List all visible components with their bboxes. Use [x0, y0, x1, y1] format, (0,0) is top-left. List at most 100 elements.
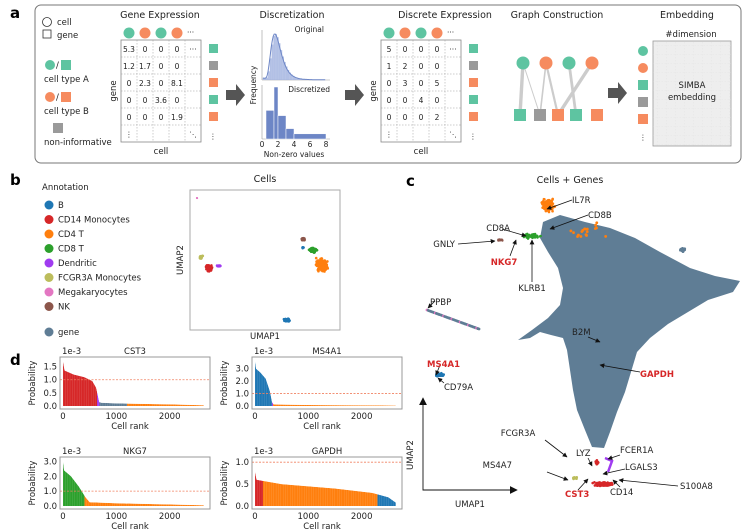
histogram-bar — [271, 44, 274, 80]
matrix-cell: 0 — [419, 62, 424, 71]
cells-panel: Annotation B CD14 Monocytes CD4 T CD8 T Dendr… — [42, 174, 341, 342]
cell-legend-icon — [42, 17, 52, 27]
matrix-cell: 4 — [419, 96, 424, 105]
histogram-bar — [290, 74, 293, 80]
gene-legend-icon — [42, 29, 52, 39]
gene-node-icon — [552, 109, 564, 121]
overview-frame — [34, 4, 742, 164]
matrix-cell: ⋱ — [449, 130, 457, 139]
point — [477, 327, 481, 331]
x-axis-label: UMAP1 — [455, 500, 485, 510]
point — [533, 236, 537, 239]
gene-label: MS4A1 — [427, 360, 460, 370]
gene-label: FCGR3A — [501, 429, 536, 439]
embedding-gene-icon — [638, 80, 648, 90]
gene-pointer-arrow — [437, 377, 445, 384]
point — [541, 199, 545, 203]
x-tick: 1000 — [298, 512, 320, 522]
cells-plot-title: Cells — [254, 174, 277, 185]
gene-pointer-arrow — [457, 238, 496, 245]
legend-type-a-label: cell type A — [44, 75, 89, 85]
umap-axes — [422, 400, 516, 491]
histogram-bar — [266, 77, 269, 80]
x-axis-label: Cell rank — [303, 522, 341, 532]
fcgr3a-genes — [572, 475, 579, 481]
y-tick: 3.0 — [43, 457, 57, 467]
histogram-bar — [264, 78, 267, 80]
histogram-bar — [273, 35, 276, 80]
x-tick: 0 — [60, 512, 65, 522]
legend-marker-icon — [44, 287, 54, 297]
gene-pointer-arrow — [577, 478, 589, 491]
matrix-cell: 0 — [419, 45, 424, 54]
y-axis-label: Probability — [220, 461, 230, 506]
matrix-cell: 5.3 — [123, 45, 135, 54]
y-axis-label: UMAP2 — [176, 245, 186, 275]
gene-node-icon — [209, 78, 218, 87]
legend-label: FCGR3A Monocytes — [58, 274, 142, 284]
point — [604, 235, 608, 238]
chart-frame — [59, 456, 211, 510]
nk-genes — [497, 238, 504, 242]
dendritic-cluster — [215, 264, 222, 268]
point — [310, 246, 314, 250]
point — [314, 256, 318, 260]
point — [579, 235, 583, 238]
legend-cell-label: cell — [57, 18, 72, 28]
x-tick: 2 — [276, 140, 281, 149]
point — [551, 209, 554, 213]
point — [585, 227, 589, 231]
x-axis-label: Cell rank — [303, 422, 341, 432]
x-tick: 1000 — [298, 412, 320, 422]
embedding-grid — [653, 41, 731, 146]
embedding-gene-icon — [638, 114, 648, 124]
gene-pointer-arrow — [549, 214, 589, 230]
histogram-bar — [280, 50, 283, 80]
gene-label: S100A8 — [680, 482, 713, 492]
cells-genes-panel: Cells + Genes IL7R CD8B CD8A GNLY NKG7 KLRB1 PP… — [406, 175, 740, 510]
discretized-bar — [293, 133, 327, 140]
matrix-cell: 2 — [403, 62, 408, 71]
y-tick: 0.0 — [43, 402, 57, 412]
point — [303, 238, 306, 242]
point — [580, 230, 584, 234]
point — [583, 227, 587, 231]
legend-label: Dendritic — [58, 259, 97, 269]
point — [533, 232, 537, 236]
graph-edge — [518, 62, 525, 116]
y-tick: 2.0 — [43, 472, 57, 482]
x-tick: 1000 — [106, 512, 128, 522]
legend-label: B — [58, 201, 64, 211]
gene-pointer-arrow — [544, 439, 568, 458]
point — [572, 231, 575, 235]
original-label: Original — [295, 25, 324, 34]
gene-node-icon — [514, 109, 526, 121]
point — [683, 247, 687, 251]
point — [318, 260, 322, 263]
cell-node-icon — [139, 27, 151, 39]
flow-arrow-icon — [608, 82, 627, 104]
point — [595, 221, 599, 225]
legend-marker-icon — [44, 200, 54, 210]
cells-genes-title: Cells + Genes — [537, 175, 604, 186]
point — [437, 374, 441, 377]
matrix-cell: 0 — [159, 113, 164, 122]
histogram-bar — [298, 78, 300, 80]
scale-label: 1e-3 — [254, 347, 273, 357]
matrix-cell: 0 — [387, 79, 392, 88]
gene-label: CD79A — [444, 383, 473, 393]
point — [322, 266, 325, 269]
b-cluster — [282, 317, 291, 323]
gene-node-icon — [469, 95, 478, 104]
panel-label-d: d — [10, 351, 21, 369]
histogram-bar — [292, 75, 295, 80]
graph-edge — [567, 62, 578, 116]
point — [543, 202, 547, 206]
legend-marker-icon — [44, 258, 54, 268]
matrix-cell: 0 — [127, 79, 132, 88]
probability-chart-ms4a1: 1e-3 MS4A1 0.0 1.0 2.0 3.0 0 1000 2000 Cell rank P… — [220, 347, 403, 432]
x-tick: 8 — [324, 140, 329, 149]
point — [601, 482, 605, 485]
graph-edge — [522, 62, 541, 116]
